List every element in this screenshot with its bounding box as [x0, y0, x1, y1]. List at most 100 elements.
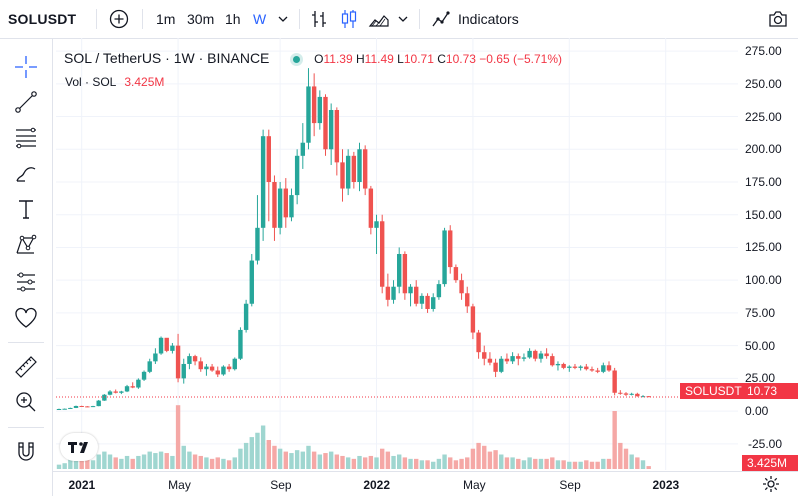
chevron-down-icon[interactable] — [392, 8, 414, 30]
volume-bar — [255, 432, 260, 469]
time-tick-label: May — [168, 478, 191, 492]
camera-icon[interactable] — [767, 8, 789, 30]
legend-ohlc: O11.39 H11.49 L10.71 C10.73 −0.65 (−5.71… — [314, 52, 562, 66]
volume-bar — [130, 458, 135, 469]
area-chart-type-icon[interactable] — [368, 8, 390, 30]
candle-body — [482, 352, 487, 359]
interval-30m-button[interactable]: 30m — [187, 11, 215, 27]
volume-bar — [294, 450, 300, 469]
volume-bar — [442, 454, 447, 469]
volume-bar — [601, 458, 606, 469]
chart-legend: SOL / TetherUS · 1W · BINANCE O11.39 H11… — [64, 50, 562, 66]
candle-body — [124, 386, 130, 392]
volume-bar — [175, 405, 181, 469]
ruler-icon[interactable] — [13, 354, 39, 380]
volume-legend-label[interactable]: Vol · SOL — [65, 75, 117, 89]
volume-bar — [453, 460, 459, 469]
candle-body — [147, 361, 152, 372]
legend-title[interactable]: SOL / TetherUS · 1W · BINANCE — [64, 50, 270, 66]
candles-chart-type-icon[interactable] — [338, 8, 360, 30]
volume-bar — [584, 460, 589, 469]
volume-bar — [192, 454, 198, 469]
candle-body — [136, 379, 141, 388]
indicators-icon[interactable] — [430, 8, 452, 30]
interval-1h-button[interactable]: 1h — [225, 11, 241, 27]
candle-body — [379, 221, 385, 287]
time-axis[interactable] — [53, 471, 798, 497]
volume-bar — [448, 457, 453, 469]
candle-body — [272, 182, 277, 228]
candle-body — [158, 337, 164, 354]
candle-body — [414, 286, 419, 304]
heart-icon[interactable] — [13, 305, 39, 331]
candle-body — [238, 329, 243, 359]
text-tool-icon[interactable] — [13, 196, 39, 222]
candle-body — [419, 295, 425, 304]
volume-bar — [555, 460, 561, 469]
candle-body — [640, 396, 646, 398]
candle-body — [391, 286, 396, 300]
volume-legend: Vol · SOL 3.425M — [65, 75, 164, 89]
volume-bar — [56, 464, 62, 469]
candle-body — [119, 391, 124, 393]
prediction-tool-icon[interactable] — [13, 269, 39, 295]
candle-body — [260, 136, 266, 228]
candle-body — [141, 371, 147, 380]
candle-body — [595, 370, 600, 372]
fib-retracement-icon[interactable] — [13, 125, 39, 151]
magnet-icon[interactable] — [13, 439, 39, 465]
candle-body — [294, 155, 300, 196]
volume-bar — [567, 461, 572, 469]
volume-bar — [141, 454, 147, 469]
candle-body — [79, 405, 84, 407]
zoom-in-icon[interactable] — [13, 389, 39, 415]
gear-icon[interactable] — [762, 475, 780, 493]
pattern-tool-icon[interactable] — [13, 232, 39, 258]
candle-body — [606, 365, 612, 371]
volume-bar — [465, 457, 470, 469]
candle-body — [618, 392, 623, 394]
volume-bar — [595, 461, 600, 469]
volume-bar — [204, 457, 209, 469]
indicators-button[interactable]: Indicators — [458, 11, 519, 27]
volume-bar — [431, 461, 436, 469]
interval-w-button[interactable]: W — [253, 11, 267, 27]
volume-bar — [323, 453, 328, 469]
volume-bar — [238, 448, 243, 469]
compare-add-icon[interactable] — [108, 8, 130, 30]
price-tick-label: 175.00 — [745, 175, 782, 189]
chevron-down-icon[interactable] — [272, 8, 294, 30]
volume-bar — [215, 457, 220, 469]
time-tick-label: Sep — [559, 478, 581, 492]
brush-icon[interactable] — [13, 161, 39, 187]
candle-body — [226, 366, 232, 370]
volume-bar — [646, 466, 651, 469]
candle-body — [550, 356, 555, 366]
candle-body — [283, 188, 288, 218]
symbol-search-button[interactable]: SOLUSDT — [8, 11, 77, 27]
candle-body — [425, 295, 430, 309]
toolbar-divider — [8, 427, 44, 428]
candle-body — [612, 370, 617, 393]
crosshair-icon[interactable] — [13, 54, 39, 80]
tradingview-logo[interactable] — [60, 433, 98, 461]
tradingview-logo-icon — [68, 442, 88, 453]
volume-bar — [425, 460, 430, 469]
bar-chart-type-icon[interactable] — [308, 8, 330, 30]
interval-1m-button[interactable]: 1m — [156, 11, 176, 27]
candle-body — [504, 358, 510, 362]
trend-line-icon[interactable] — [13, 89, 39, 115]
candle-body — [374, 221, 379, 228]
toolbar-divider — [142, 9, 143, 29]
price-tick-label: 100.00 — [745, 273, 782, 288]
candle-body — [62, 408, 67, 410]
candle-body — [436, 284, 442, 298]
candle-body — [175, 345, 181, 379]
volume-bar — [544, 458, 549, 469]
volume-bar — [561, 460, 566, 469]
candle-body — [209, 366, 215, 371]
toolbar-divider — [299, 9, 300, 29]
volume-bar — [510, 457, 515, 469]
volume-bar — [362, 457, 368, 469]
